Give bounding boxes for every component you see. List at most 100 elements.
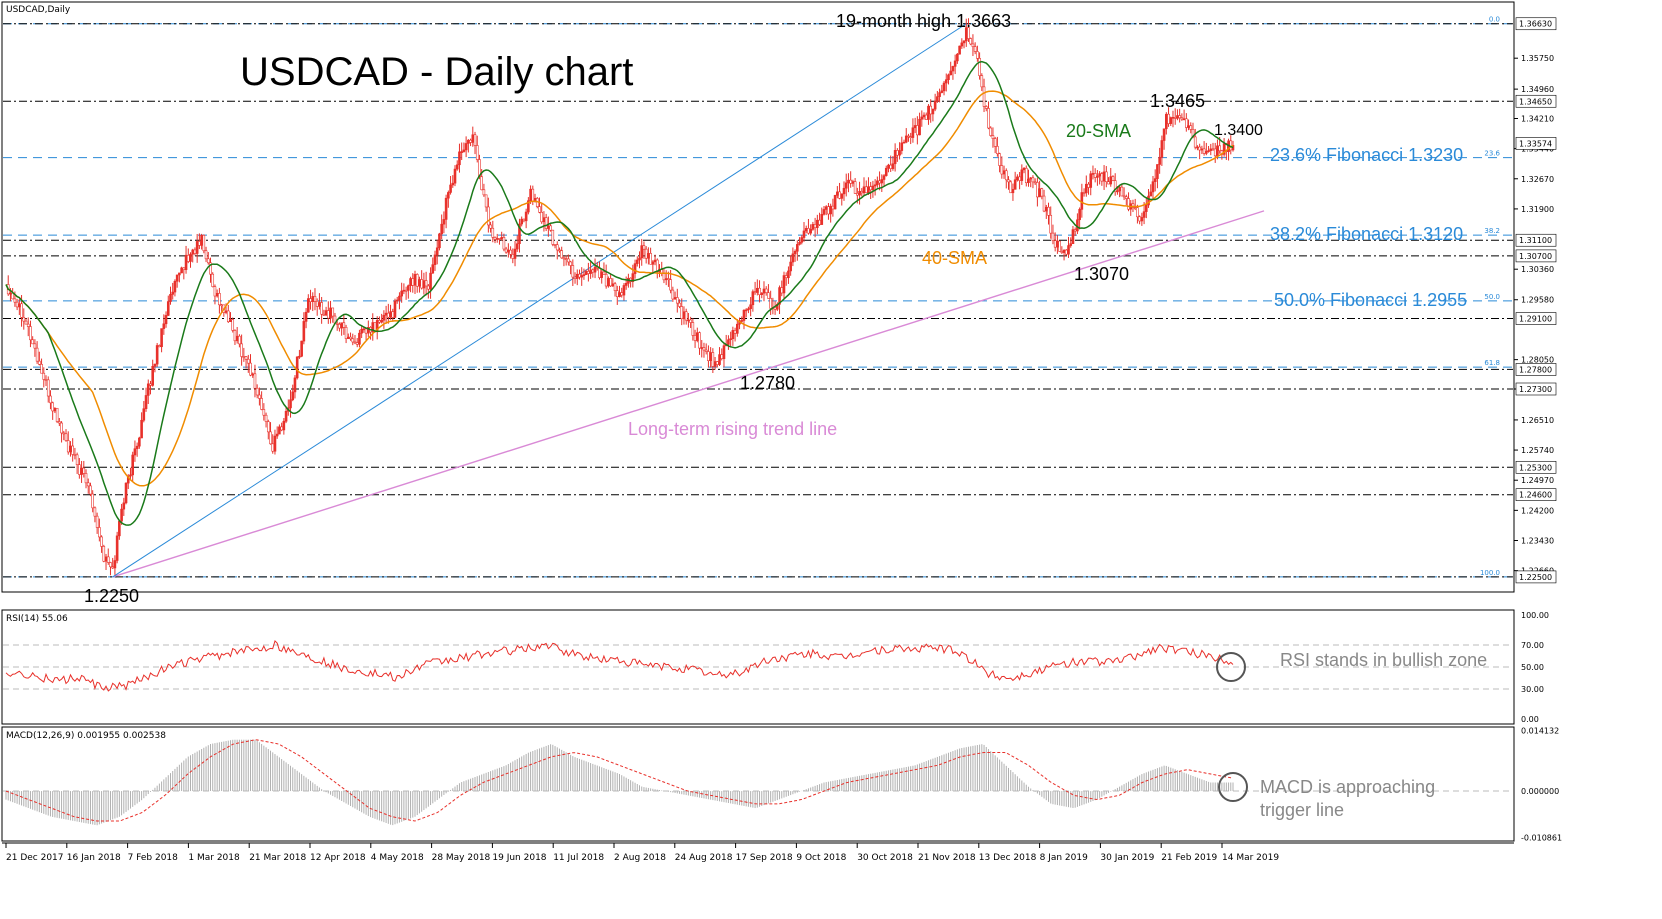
candle-body — [1182, 118, 1186, 121]
long-term-trend-line — [112, 210, 1265, 578]
candle-body — [238, 335, 241, 345]
candle-body — [671, 289, 675, 300]
candle-body — [278, 426, 281, 435]
chart-title: USDCAD - Daily chart — [240, 50, 633, 94]
candle-body — [913, 125, 917, 129]
candle-body — [807, 228, 810, 234]
candle-body — [720, 354, 724, 360]
candle-body — [949, 70, 953, 76]
candle-body — [444, 197, 448, 220]
candle-body — [1189, 125, 1193, 130]
candle-body — [891, 163, 895, 169]
candle-body — [1202, 148, 1206, 154]
candle-body — [1056, 240, 1059, 248]
candle-body — [1187, 125, 1190, 128]
candle-body — [624, 282, 628, 286]
candle-body — [756, 287, 759, 293]
candle-body — [729, 338, 732, 341]
candle-body — [269, 431, 272, 445]
candle-body — [1020, 169, 1024, 181]
candle-body — [1029, 177, 1033, 180]
candle-body — [809, 229, 812, 234]
candle-body — [742, 309, 746, 321]
candle-body — [816, 219, 819, 228]
candle-body — [420, 279, 423, 289]
candle-body — [1213, 148, 1217, 157]
candle-body — [1093, 173, 1097, 178]
candle-body — [318, 302, 321, 307]
candle-body — [1051, 232, 1055, 241]
price-tick-label: 1.26510 — [1521, 416, 1554, 425]
candle-body — [120, 508, 123, 522]
candle-body — [707, 351, 710, 361]
annotation-high-2: 1.3465 — [1150, 91, 1205, 111]
candle-body — [898, 150, 901, 156]
candle-body — [689, 319, 692, 323]
candle-body — [153, 363, 157, 367]
candle-body — [1138, 216, 1141, 222]
candle-body — [820, 214, 824, 225]
candle-body — [704, 349, 708, 352]
candle-body — [131, 454, 135, 476]
candle-body — [1098, 173, 1101, 177]
candle-body — [235, 335, 239, 342]
price-marker-label: 1.33574 — [1519, 139, 1552, 148]
candle-body — [687, 319, 690, 322]
candle-body — [1078, 209, 1081, 221]
candle-body — [960, 42, 964, 47]
candle-body — [827, 206, 830, 215]
candle-body — [244, 356, 248, 360]
price-marker-label: 1.24600 — [1519, 491, 1552, 500]
annotation-high: 19-month high 1.3663 — [836, 11, 1011, 31]
candle-body — [1016, 176, 1019, 181]
macd-panel-frame — [1, 726, 1515, 842]
candle-body — [669, 279, 672, 291]
price-tick-label: 1.35750 — [1521, 54, 1554, 63]
candle-body — [66, 440, 70, 453]
price-tick-label: 1.24200 — [1521, 506, 1554, 515]
candle-body — [191, 249, 195, 255]
candle-body — [1042, 195, 1046, 212]
candle-body — [631, 273, 635, 282]
candle-body — [495, 238, 499, 240]
candle-body — [433, 254, 437, 265]
time-tick-label: 8 Jan 2019 — [1040, 853, 1088, 863]
candle-body — [311, 296, 315, 302]
candle-body — [953, 60, 957, 67]
candle-body — [553, 244, 557, 246]
candle-body — [889, 164, 892, 169]
candle-body — [200, 234, 203, 246]
candle-body — [195, 241, 199, 254]
candle-body — [515, 243, 519, 250]
candle-body — [976, 51, 979, 59]
candle-body — [411, 278, 415, 286]
candle-body — [1158, 156, 1161, 165]
candle-body — [144, 395, 148, 410]
candle-body — [822, 209, 826, 215]
candle-body — [1062, 249, 1066, 253]
candle-body — [1024, 167, 1028, 184]
candle-body — [378, 320, 381, 323]
candle-body — [571, 265, 575, 278]
candle-body — [182, 267, 186, 270]
candle-body — [320, 302, 323, 315]
annotation-low-1: 1.2250 — [84, 586, 139, 606]
candle-body — [91, 493, 94, 509]
candle-body — [169, 294, 172, 302]
time-tick-label: 7 Feb 2018 — [128, 853, 179, 863]
candle-body — [944, 79, 948, 84]
candle-body — [569, 261, 572, 266]
candle-body — [73, 454, 77, 456]
time-tick-label: 30 Oct 2018 — [857, 853, 913, 863]
candle-body — [916, 125, 919, 136]
candle-body — [431, 264, 435, 274]
candle-body — [962, 40, 966, 44]
candle-body — [642, 245, 646, 250]
candle-body — [573, 276, 577, 279]
candle-body — [40, 364, 43, 374]
candle-body — [82, 467, 86, 474]
candle-body — [838, 191, 841, 199]
macd-tick-label: 0.000000 — [1521, 787, 1559, 796]
price-marker-box — [1515, 233, 1557, 247]
candle-body — [796, 244, 799, 252]
